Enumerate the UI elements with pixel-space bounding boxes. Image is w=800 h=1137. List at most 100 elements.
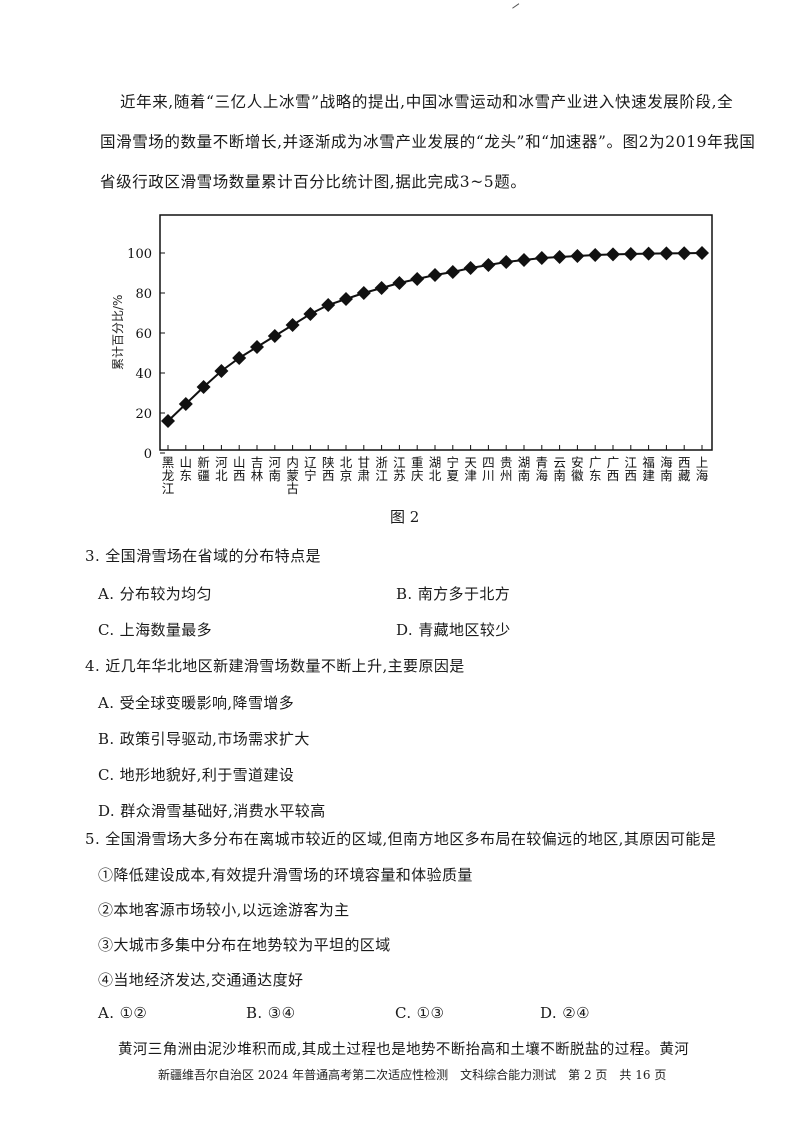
x-tick-label: 海 [536, 468, 549, 483]
x-tick-label: 山 [180, 455, 193, 470]
x-tick-label: 徽 [571, 468, 584, 483]
diamond-marker [392, 276, 407, 290]
x-tick-label: 南 [660, 468, 673, 483]
x-tick-label: 河 [215, 455, 228, 470]
x-tick-label: 东 [589, 468, 602, 483]
diamond-marker [321, 298, 336, 312]
x-tick-label: 云 [553, 455, 566, 470]
x-tick-label: 黑 [162, 455, 175, 470]
diamond-marker [410, 272, 425, 286]
x-tick-label: 陕 [322, 455, 335, 470]
diamond-marker [463, 261, 478, 275]
question-4-option-a: A. 受全球变暖影响,降雪增多 [98, 694, 295, 712]
x-tick-label: 辽 [304, 455, 317, 470]
diamond-marker [178, 397, 193, 411]
diamond-marker [161, 414, 175, 428]
diamond-marker [695, 246, 709, 260]
x-tick-label: 广 [607, 455, 620, 470]
scan-mark [508, 0, 520, 9]
diamond-marker [481, 258, 496, 272]
x-tick-label: 天 [464, 455, 477, 470]
x-tick-label: 津 [464, 468, 477, 483]
question-5-option-c: C. ①③ [395, 1004, 445, 1022]
diamond-marker [641, 246, 656, 261]
x-tick-label: 南 [269, 468, 282, 483]
x-tick-label: 湖 [518, 455, 531, 470]
question-5-statement-3: ③大城市多集中分布在地势较为平坦的区域 [98, 936, 391, 954]
diamond-marker [285, 318, 300, 332]
diamond-marker [267, 329, 282, 343]
x-tick-label: 北 [429, 468, 442, 483]
question-5-option-d: D. ②④ [540, 1004, 590, 1022]
y-tick-label: 60 [135, 327, 152, 342]
question-3-option-a: A. 分布较为均匀 [98, 585, 212, 603]
y-tick-label: 20 [135, 407, 152, 422]
x-tick-label: 西 [625, 468, 638, 483]
diamond-marker [606, 247, 620, 262]
x-tick-label: 海 [660, 455, 673, 470]
x-tick-label: 海 [696, 468, 709, 483]
diamond-marker [445, 265, 460, 279]
question-4-option-c: C. 地形地貌好,利于雪道建设 [98, 766, 295, 784]
question-5-statement-2: ②本地客源市场较小,以远途游客为主 [98, 901, 350, 919]
x-tick-label: 龙 [162, 468, 175, 483]
x-tick-label: 肃 [358, 468, 371, 483]
question-3-option-c: C. 上海数量最多 [98, 621, 213, 639]
x-tick-label: 江 [393, 455, 406, 470]
diamond-marker [659, 246, 674, 261]
x-tick-label: 夏 [447, 468, 460, 483]
diamond-marker [517, 253, 531, 267]
x-tick-label: 庆 [411, 468, 424, 483]
y-tick-label: 0 [144, 447, 152, 462]
x-tick-label: 南 [518, 468, 531, 483]
diamond-marker [552, 250, 567, 264]
x-tick-label: 贵 [500, 455, 513, 470]
x-tick-label: 蒙 [286, 468, 299, 483]
x-tick-label: 吉 [251, 455, 264, 470]
x-tick-label: 北 [340, 455, 353, 470]
x-tick-label: 建 [642, 468, 655, 483]
x-tick-label: 东 [180, 468, 193, 483]
x-tick-label: 南 [553, 468, 566, 483]
question-3-option-b: B. 南方多于北方 [396, 585, 511, 603]
question-3-option-d: D. 青藏地区较少 [396, 621, 511, 639]
diamond-marker [196, 380, 211, 394]
y-tick-label: 100 [127, 247, 152, 262]
figure-caption: 图 2 [390, 508, 420, 526]
x-tick-label: 内 [286, 455, 299, 470]
x-tick-label: 古 [286, 481, 299, 496]
diamond-marker [356, 286, 371, 300]
x-tick-label: 福 [642, 455, 655, 470]
x-tick-label: 上 [696, 455, 709, 470]
x-tick-label: 新 [197, 455, 210, 470]
x-tick-label: 青 [536, 455, 549, 470]
x-tick-label: 宁 [447, 455, 460, 470]
x-tick-label: 广 [589, 455, 602, 470]
x-tick-label: 苏 [393, 468, 406, 483]
question-4-option-b: B. 政策引导驱动,市场需求扩大 [98, 730, 310, 748]
x-tick-label: 西 [607, 468, 620, 483]
diamond-marker [214, 364, 229, 378]
diamond-marker [303, 307, 318, 321]
intro-line: 国滑雪场的数量不断增长,并逐渐成为冰雪产业发展的“龙头”和“加速器”。图2为20… [100, 133, 756, 151]
x-tick-label: 疆 [197, 468, 210, 483]
x-tick-label: 川 [482, 468, 495, 483]
x-tick-label: 安 [571, 455, 584, 470]
page-footer: 新疆维吾尔自治区 2024 年普通高考第二次适应性检测 文科综合能力测试 第 2… [158, 1068, 667, 1082]
x-tick-label: 重 [411, 455, 424, 470]
x-tick-label: 湖 [429, 455, 442, 470]
diamond-marker [232, 351, 247, 365]
x-tick-label: 江 [625, 455, 638, 470]
diamond-marker [250, 340, 264, 354]
x-tick-label: 江 [162, 481, 175, 496]
x-tick-label: 河 [269, 455, 282, 470]
x-tick-label: 西 [322, 468, 335, 483]
intro-line: 省级行政区滑雪场数量累计百分比统计图,据此完成3~5题。 [100, 173, 527, 191]
question-4-option-d: D. 群众滑雪基础好,消费水平较高 [98, 802, 326, 820]
diamond-marker [570, 249, 585, 263]
x-tick-label: 江 [375, 468, 388, 483]
x-tick-label: 藏 [678, 468, 691, 483]
question-4-stem: 4. 近几年华北地区新建滑雪场数量不断上升,主要原因是 [85, 657, 465, 675]
question-5-statement-1: ①降低建设成本,有效提升滑雪场的环境容量和体验质量 [98, 866, 473, 884]
x-tick-label: 西 [233, 468, 246, 483]
